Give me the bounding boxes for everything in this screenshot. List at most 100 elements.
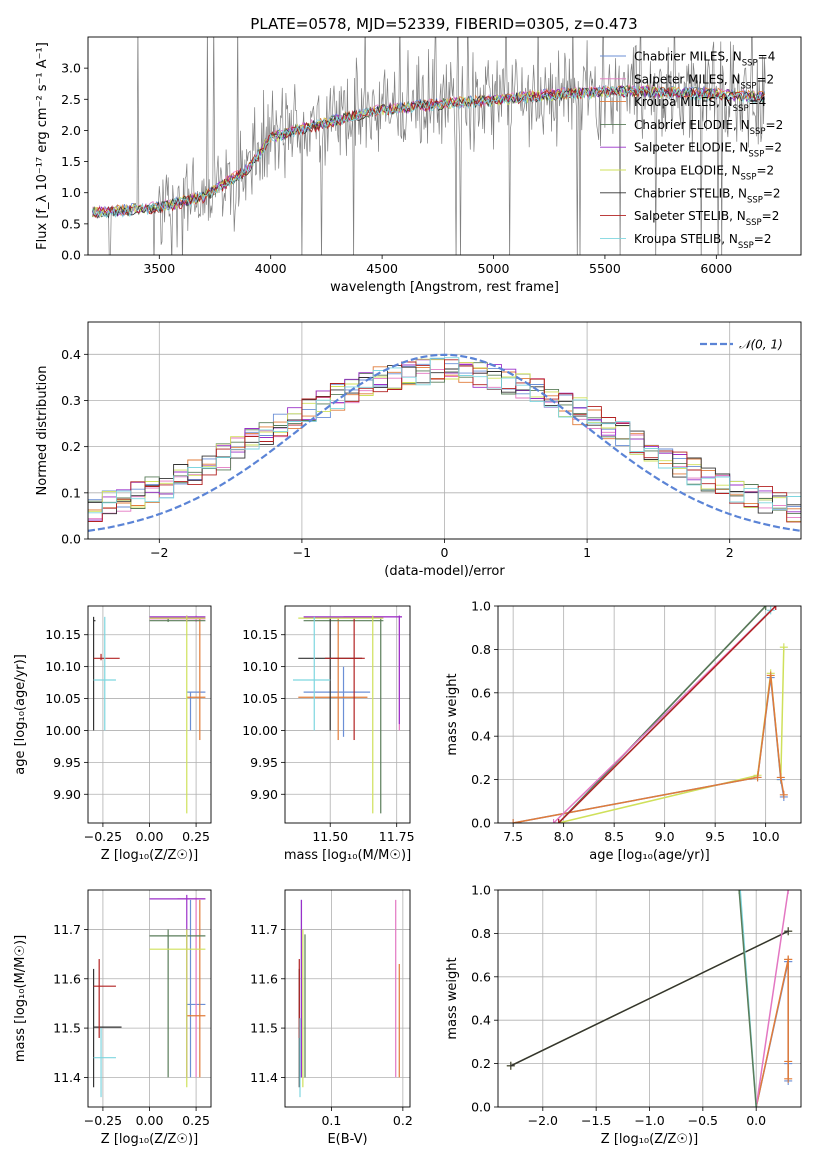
y-axis-label: age [log₁₀(age/yr)]: [13, 654, 28, 775]
data-point: [779, 643, 788, 652]
x-axis-label: (data-model)/error: [384, 564, 505, 579]
x-tick-label: −0.25: [84, 1113, 122, 1128]
x-tick-label: −1: [293, 545, 311, 560]
y-tick-label: 9.90: [250, 787, 278, 802]
point-kroupa-elodie: [149, 929, 206, 1088]
x-axis-label: wavelength [Angstrom, rest frame]: [330, 280, 559, 295]
x-tick-label: 10.0: [752, 829, 780, 844]
y-tick-label: 10.00: [242, 723, 278, 738]
series-line: [755, 959, 789, 1107]
data-point: [776, 773, 785, 782]
y-tick-label: 0.6: [471, 685, 491, 700]
data-point: [784, 1057, 793, 1066]
plot-area: [506, 890, 793, 1107]
data-point: [771, 606, 780, 610]
y-tick-label: 3.0: [61, 61, 81, 76]
y-tick-label: 11.6: [250, 971, 278, 986]
y-axis-label: Normed distribution: [35, 366, 50, 496]
point-kroupa-elodie: [298, 615, 384, 814]
point-salpeter-elodie: [303, 615, 403, 725]
y-tick-label: 10.15: [45, 627, 81, 642]
y-tick-label: 11.7: [250, 922, 278, 937]
plot-area: [92, 615, 206, 814]
axes-frame: [497, 889, 802, 1108]
grid: [498, 605, 801, 824]
y-tick-label: 0.4: [471, 729, 491, 744]
data-point: [509, 819, 518, 823]
x-tick-label: −1.5: [581, 1113, 611, 1128]
y-tick-label: 10.10: [45, 659, 81, 674]
y-tick-label: 11.4: [250, 1070, 278, 1085]
data-point: [506, 1061, 515, 1070]
y-tick-label: 10.00: [45, 723, 81, 738]
y-tick-label: 10.15: [242, 627, 278, 642]
x-tick-label: 5500: [589, 261, 621, 276]
series-chabrier-elodie: [554, 606, 770, 823]
x-tick-label: 3500: [143, 261, 175, 276]
y-tick-label: 0.0: [471, 1100, 491, 1115]
plot-area: [88, 353, 801, 539]
plot-area: [92, 894, 206, 1098]
series-line: [558, 606, 777, 823]
y-tick-label: 0.1: [61, 485, 81, 500]
series-line: [558, 606, 767, 823]
axes-frame: [87, 321, 802, 540]
y-axis-label: mass weight: [445, 957, 460, 1039]
point-salpeter-elodie: [149, 894, 206, 1078]
panel-3: 11.50 11.75 9.90 9.95 10.00 10.05 10.10 10.15 ma…: [242, 605, 415, 863]
point-salpeter-stelib: [324, 618, 365, 741]
axes-frame: [284, 605, 411, 824]
point-kroupa-stelib: [93, 1028, 116, 1098]
x-tick-label: 0.25: [182, 1113, 210, 1128]
residual-histogram-salpeter-stelib: [88, 359, 801, 539]
y-tick-label: 1.0: [471, 599, 491, 614]
x-axis-label: Z [log₁₀(Z/Z☉)]: [101, 848, 198, 863]
grid: [88, 606, 211, 823]
data-point: [554, 819, 563, 823]
y-tick-label: 10.05: [45, 691, 81, 706]
residual-histogram-kroupa-stelib: [88, 357, 801, 539]
x-tick-label: −2: [150, 545, 168, 560]
series-line: [755, 890, 789, 1107]
x-tick-label: 0.00: [136, 829, 164, 844]
y-tick-label: 2.0: [61, 123, 81, 138]
y-tick-label: 2.5: [61, 92, 81, 107]
panel-5: −0.25 0.00 0.25 11.4 11.5 11.6 11.7 Z [log₁₀(Z/…: [13, 889, 212, 1147]
x-tick-label: 0.0: [746, 1113, 766, 1128]
y-tick-label: 0.0: [61, 532, 81, 547]
data-point: [752, 1103, 761, 1107]
data-point: [761, 606, 770, 610]
x-tick-label: 0.25: [182, 829, 210, 844]
x-tick-label: −0.25: [84, 829, 122, 844]
x-axis-label: mass [log₁₀(M/M☉)]: [284, 848, 411, 863]
y-tick-label: 0.8: [471, 642, 491, 657]
legend-label: Chabrier MILES, NSSP=4: [634, 50, 775, 69]
point-kroupa-miles: [186, 618, 206, 741]
y-tick-label: 9.90: [53, 787, 81, 802]
y-tick-label: 11.4: [53, 1070, 81, 1085]
point-salpeter-stelib: [93, 959, 116, 1038]
x-tick-label: 2: [726, 545, 734, 560]
panel-2: −0.25 0.00 0.25 9.90 9.95 10.00 10.05 10.10 10.1…: [13, 605, 212, 863]
series-kroupa-elodie: [554, 643, 788, 823]
series-chabrier-miles: [509, 673, 788, 823]
grid: [285, 606, 410, 823]
panel-1: −2 −1 0 1 2 0.0 0.1 0.2 0.3 0.4 (data-model)/error…: [35, 321, 802, 579]
point-salpeter-miles: [177, 897, 206, 1078]
y-tick-label: 0.0: [471, 816, 491, 831]
x-tick-label: −0.5: [688, 1113, 718, 1128]
y-tick-label: 1.5: [61, 154, 81, 169]
legend-label: Kroupa STELIB, NSSP=2: [634, 232, 772, 251]
y-tick-label: 0.0: [61, 248, 81, 263]
y-tick-label: 0.6: [471, 969, 491, 984]
panel-0: 3500 4000 4500 5000 5500 6000 0.0 0.5 1.0 1.5 2.0 2…: [35, 36, 802, 295]
point-chabrier-stelib: [92, 616, 96, 731]
x-tick-label: 11.50: [312, 829, 348, 844]
gaussian-curve: [88, 353, 801, 532]
legend-histogram: 𝒩(0, 1): [700, 338, 783, 352]
series-line: [558, 647, 785, 823]
y-axis-label: Flux [f_λ 10⁻¹⁷ erg cm⁻² s⁻¹ A⁻¹]: [35, 42, 50, 250]
series-salpeter-miles: [752, 890, 793, 1107]
axes-frame: [284, 889, 411, 1108]
legend-label: 𝒩(0, 1): [739, 338, 783, 352]
